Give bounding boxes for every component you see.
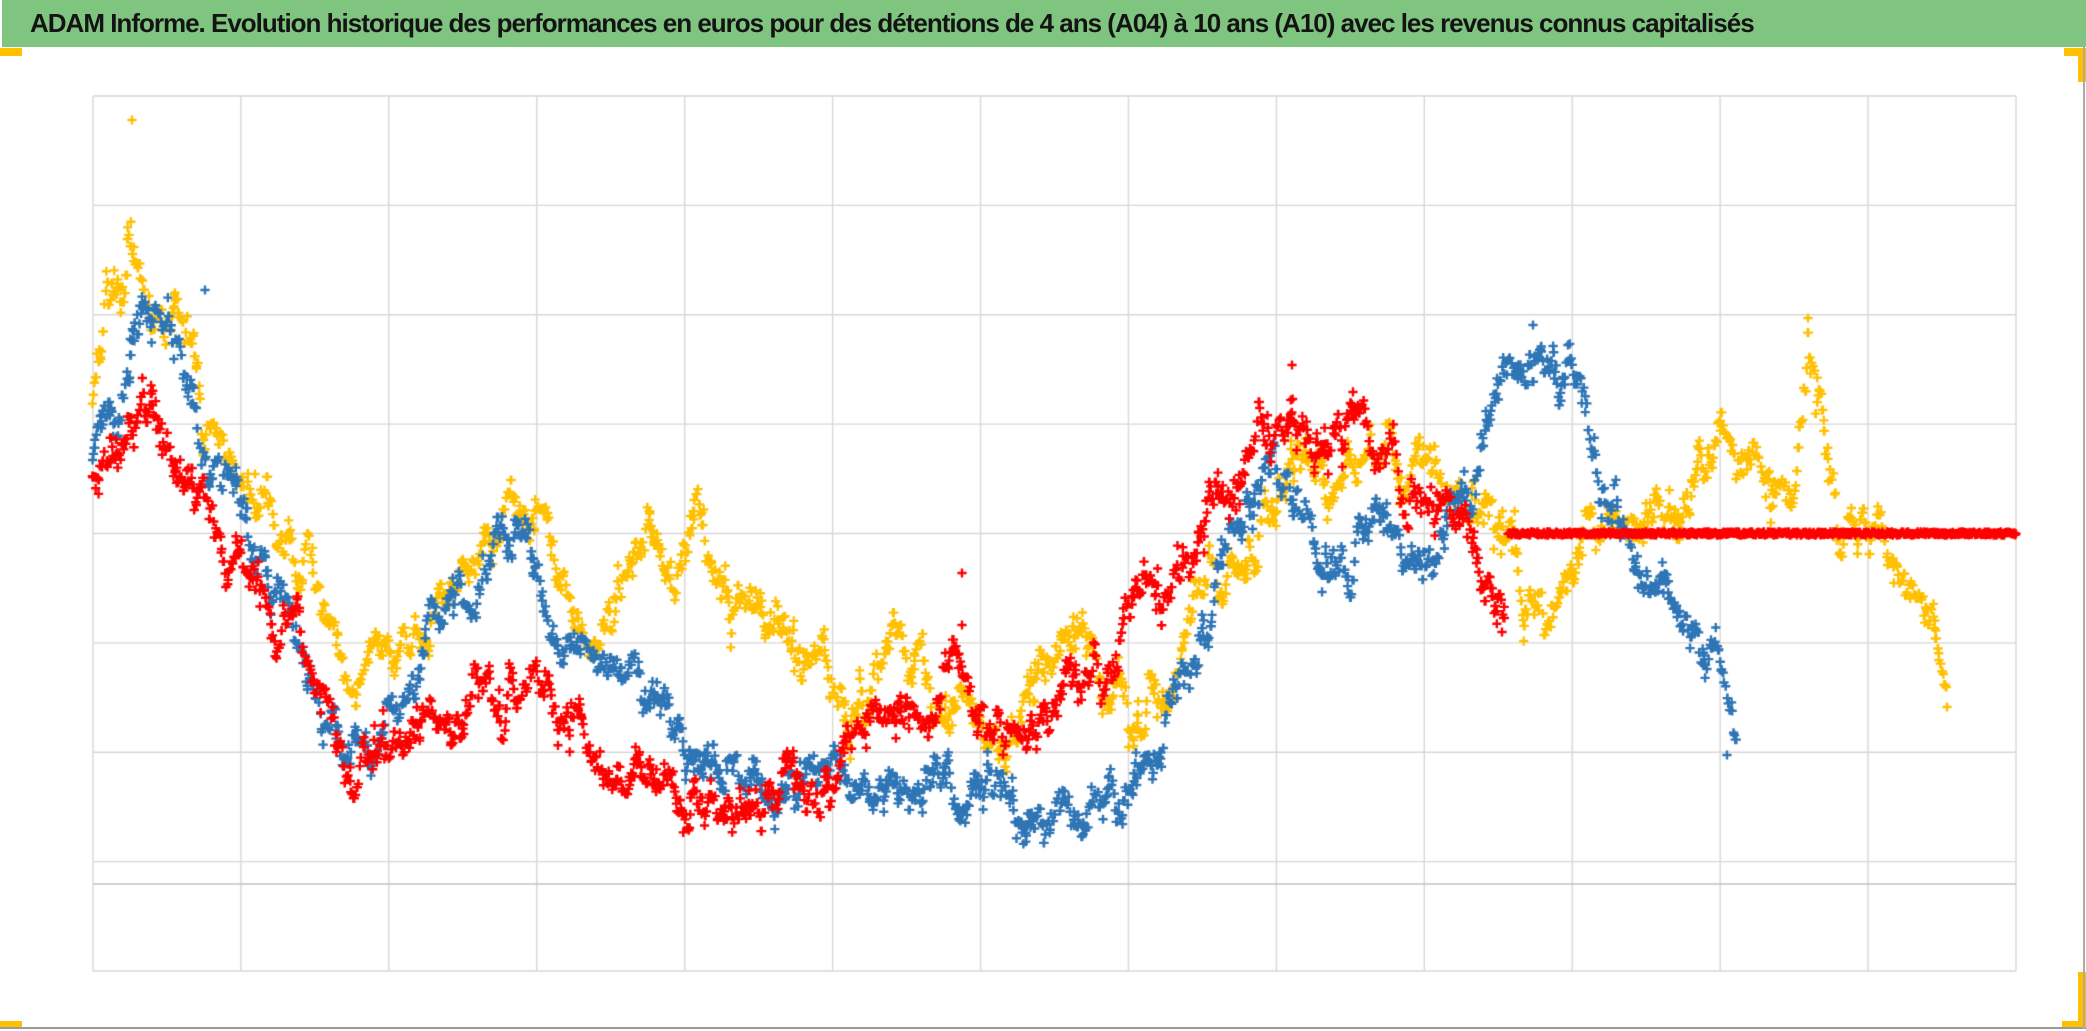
selection-handle-top-right[interactable] [2064,48,2086,56]
selection-handle-bottom-right[interactable] [2062,1021,2086,1029]
scatter-plot-canvas [0,47,2086,1031]
selection-handle-bottom-left[interactable] [0,1021,22,1029]
window-right-edge [2083,47,2085,1029]
title-banner-cell[interactable]: ADAM Informe. Evolution historique des p… [2,0,2086,47]
selection-handle-top-right-vertical[interactable] [2078,48,2086,82]
selection-handle-bottom-right-vertical[interactable] [2078,972,2086,1029]
window-bottom-edge [0,1027,2086,1029]
selection-handle-top-left[interactable] [0,48,22,56]
chart-title: ADAM Informe. Evolution historique des p… [30,8,1755,38]
chart-object[interactable] [0,47,2086,1031]
